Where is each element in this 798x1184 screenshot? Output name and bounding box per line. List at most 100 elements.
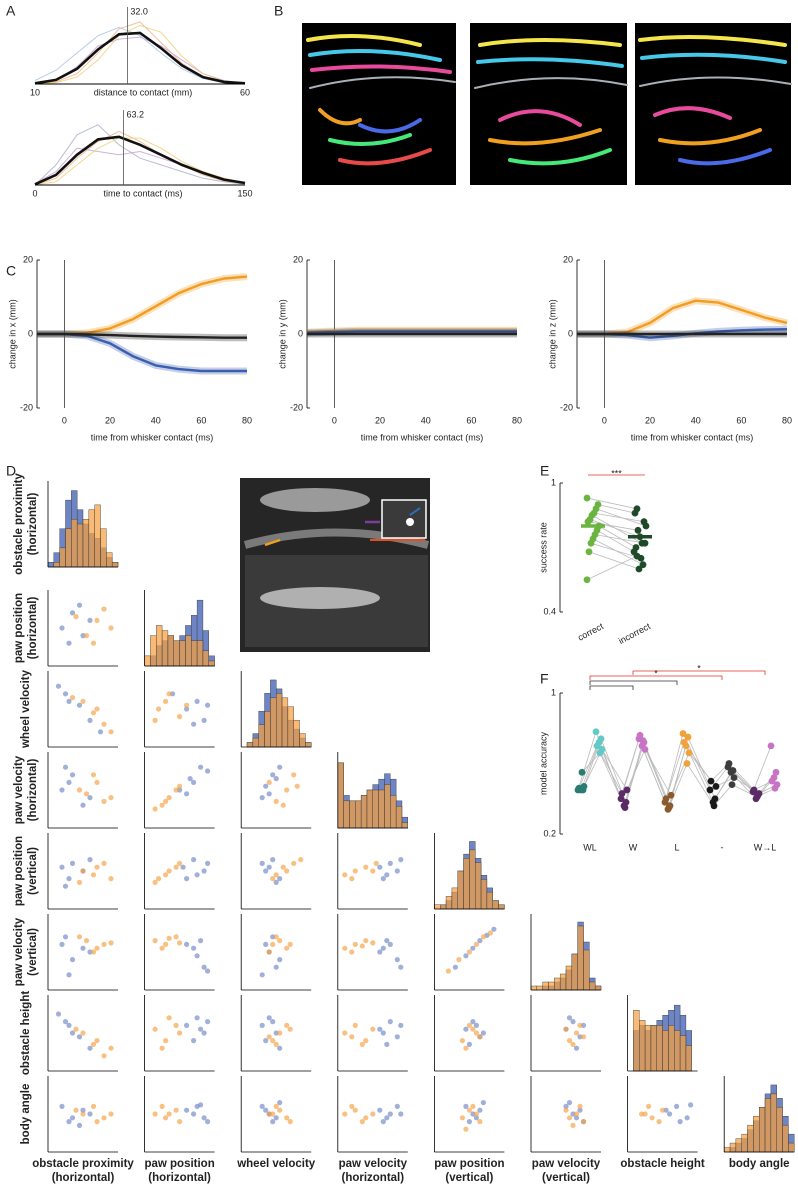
x-tick-label: 60 <box>736 415 746 425</box>
scatter-point <box>201 717 207 724</box>
pair-line <box>586 555 638 581</box>
scatter-point <box>294 783 300 789</box>
scatter-point <box>80 698 86 705</box>
scatter-point <box>83 938 90 944</box>
hist-bar <box>94 504 101 568</box>
hist-bar <box>480 879 488 910</box>
hist-bar <box>788 1142 795 1153</box>
x-tick-label: 60 <box>466 415 476 425</box>
point <box>679 730 687 737</box>
row-label-detail: (horizontal) <box>27 493 39 556</box>
pair-line <box>592 538 644 566</box>
hist-bar <box>548 981 555 991</box>
scatter-point <box>156 706 162 712</box>
scatter-point <box>363 1115 369 1121</box>
scatter-point <box>90 1103 97 1109</box>
y-tick-label: -20 <box>560 402 573 412</box>
scatter-point <box>398 857 404 863</box>
scatter-point <box>90 949 97 955</box>
scatter-point <box>342 945 348 951</box>
hist-bar <box>724 1147 731 1153</box>
scatter-point <box>152 806 158 812</box>
scatter-point <box>394 1103 400 1109</box>
scatter-point <box>284 787 290 793</box>
hist-bar <box>440 904 447 910</box>
scatter-point <box>108 625 114 631</box>
scatter-point <box>80 868 86 874</box>
scatter-point <box>394 957 400 963</box>
point <box>725 760 733 767</box>
hist-bar <box>202 650 209 667</box>
scatter-point <box>184 706 190 712</box>
scatter-point <box>94 1038 100 1044</box>
mean-line <box>37 275 248 336</box>
point <box>583 494 591 502</box>
scatter-point <box>205 768 211 774</box>
mean-line <box>37 332 247 339</box>
scatter-point <box>90 640 97 646</box>
scatter-point <box>491 926 497 932</box>
column-label: paw position <box>434 1158 504 1170</box>
point <box>639 561 647 569</box>
scatter-point <box>566 1038 573 1044</box>
scatter-point <box>187 776 193 782</box>
scatter-point <box>480 1100 486 1106</box>
scatter-point <box>466 1107 472 1113</box>
scatter-point <box>166 795 172 801</box>
scatter-point <box>660 1107 666 1113</box>
hist-bar <box>196 640 204 667</box>
hist-bar <box>782 1124 789 1153</box>
hist-bar <box>674 1030 681 1072</box>
scatter-point <box>387 1019 393 1025</box>
scatter-point <box>163 941 169 948</box>
hist-bar <box>536 985 543 991</box>
pair-line <box>586 497 638 510</box>
scatter-point <box>166 691 172 697</box>
scatter-point <box>273 798 279 805</box>
scatter-point <box>184 941 190 948</box>
scatter-point <box>205 1119 211 1125</box>
scatter-point <box>577 1022 583 1028</box>
arrow <box>264 538 281 547</box>
scatter-point <box>577 1107 583 1113</box>
scatter-point <box>90 872 97 878</box>
row-label: paw velocity <box>13 917 25 986</box>
hist-bar <box>463 858 470 910</box>
scatter-point <box>263 868 269 874</box>
point <box>641 539 649 547</box>
video-frame <box>302 23 456 185</box>
scatter-point <box>80 1111 86 1117</box>
x-tick-label: incorrect <box>617 621 653 646</box>
subject-line <box>601 749 628 791</box>
scatter-point <box>97 729 104 735</box>
hist-bar <box>293 719 300 748</box>
scatter-point <box>466 1041 472 1047</box>
scatter-point <box>80 802 86 808</box>
scatter-point <box>184 702 190 708</box>
scatter-point <box>563 1103 569 1109</box>
point <box>578 768 586 776</box>
x-tick-label: 0 <box>32 188 37 198</box>
scatter-point <box>76 1122 83 1128</box>
scatter-point <box>384 872 390 878</box>
scatter-point <box>284 1022 290 1028</box>
scatter-point <box>456 957 462 963</box>
y-tick-label: 20 <box>293 254 303 264</box>
scatter-point <box>152 879 158 886</box>
point <box>634 526 642 534</box>
hist-bar <box>59 547 66 568</box>
x-axis-label: distance to contact (mm) <box>94 87 193 97</box>
point <box>585 548 593 556</box>
hist-bar <box>577 925 584 991</box>
x-tick-label: L <box>674 842 679 852</box>
scatter-point <box>159 945 165 951</box>
scatter-point <box>291 860 297 867</box>
scatter-point <box>273 1115 279 1121</box>
scatter-point <box>194 1015 200 1021</box>
hist-bar <box>106 552 113 568</box>
mouse-photo <box>240 478 430 652</box>
column-label-detail: (horizontal) <box>148 1172 211 1184</box>
scatter-point <box>277 957 283 963</box>
y-axis-label: change in z (mm) <box>547 299 557 369</box>
scatter-point <box>94 1119 100 1125</box>
